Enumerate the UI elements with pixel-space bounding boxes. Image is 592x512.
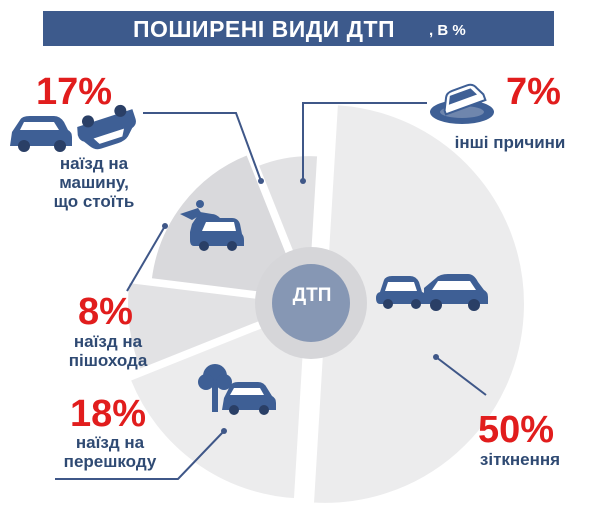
- car-hits-pedestrian-icon: [180, 200, 244, 251]
- label-obstacle-line2: перешкоду: [63, 452, 157, 471]
- leader-dot-other: [300, 178, 306, 184]
- percent-obstacle: 18%: [70, 393, 147, 435]
- leader-line-collision: [435, 356, 487, 396]
- pie-slice-2: [128, 307, 308, 501]
- leader-line-pedestrian: [126, 225, 166, 292]
- percent-collision: 50%: [478, 409, 555, 451]
- leader-dot-collision: [433, 354, 439, 360]
- leader-dot-parked: [258, 178, 264, 184]
- leader-dot-pedestrian: [162, 223, 168, 229]
- percent-other: 7%: [506, 71, 561, 113]
- leader-line-parked: [143, 112, 262, 182]
- title-bar: ПОШИРЕНІ ВИДИ ДТП , В %: [43, 11, 554, 46]
- label-other: інші причини: [454, 133, 566, 152]
- leader-line-obstacle: [55, 430, 225, 480]
- car-hits-parked-car-icon: [10, 104, 136, 152]
- leader-dot-obstacle: [221, 428, 227, 434]
- label-parked-line1: наїзд на: [59, 154, 129, 173]
- label-pedestrian-line1: наїзд на: [73, 332, 143, 351]
- label-parked-line3: що стоїть: [53, 192, 135, 211]
- label-parked-line2: машину,: [59, 173, 129, 192]
- percent-parked: 17%: [36, 71, 113, 113]
- center-label: ДТП: [292, 285, 332, 306]
- car-hits-tree-icon: [198, 364, 276, 415]
- chart-unit: , В %: [429, 22, 466, 39]
- chart-title: ПОШИРЕНІ ВИДИ ДТП: [133, 16, 396, 42]
- label-collision: зіткнення: [479, 450, 561, 469]
- label-obstacle-line1: наїзд на: [75, 433, 145, 452]
- car-collision-icon: [376, 274, 488, 311]
- center-hub: [272, 264, 350, 342]
- label-pedestrian-line2: пішохода: [68, 351, 148, 370]
- leader-lines: [55, 102, 487, 480]
- car-in-water-icon: [430, 83, 494, 124]
- leader-line-other: [302, 102, 427, 181]
- percent-pedestrian: 8%: [78, 291, 133, 333]
